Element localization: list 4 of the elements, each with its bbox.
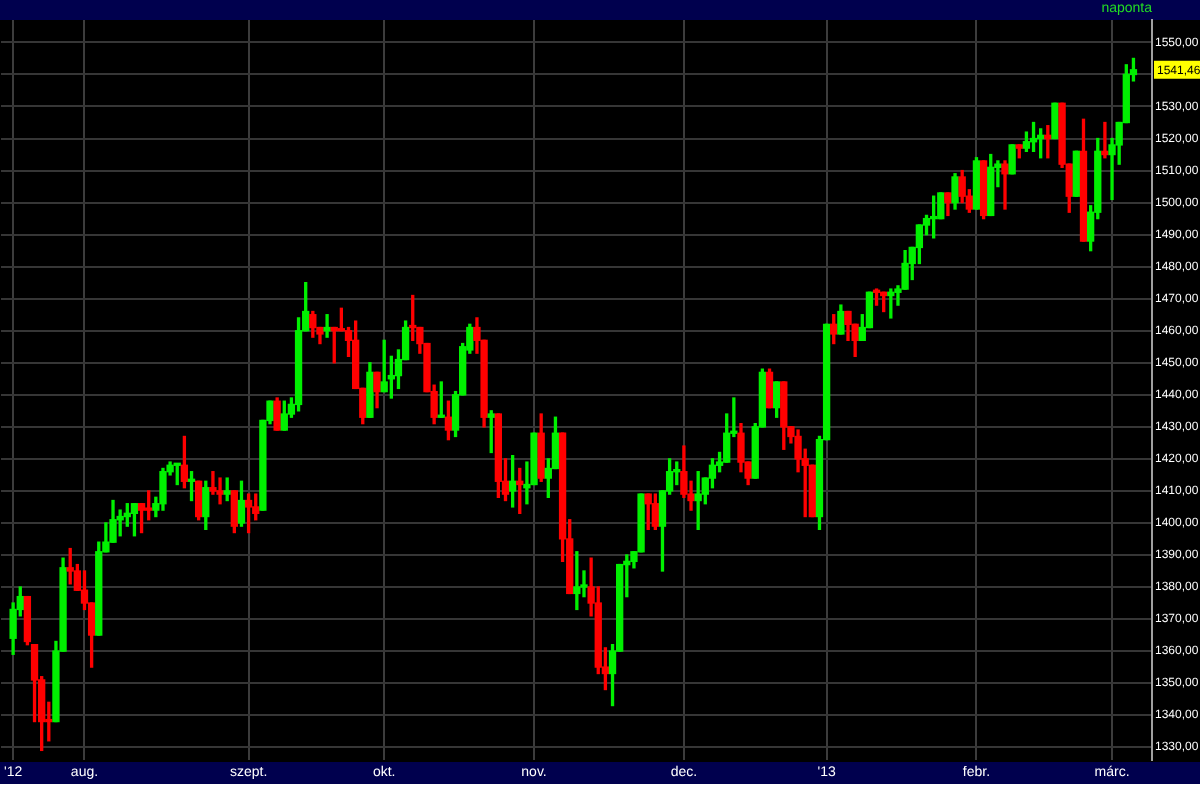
candlestick xyxy=(323,314,331,338)
candlestick xyxy=(216,477,224,505)
candlestick xyxy=(1001,160,1009,210)
candlestick xyxy=(573,551,581,611)
